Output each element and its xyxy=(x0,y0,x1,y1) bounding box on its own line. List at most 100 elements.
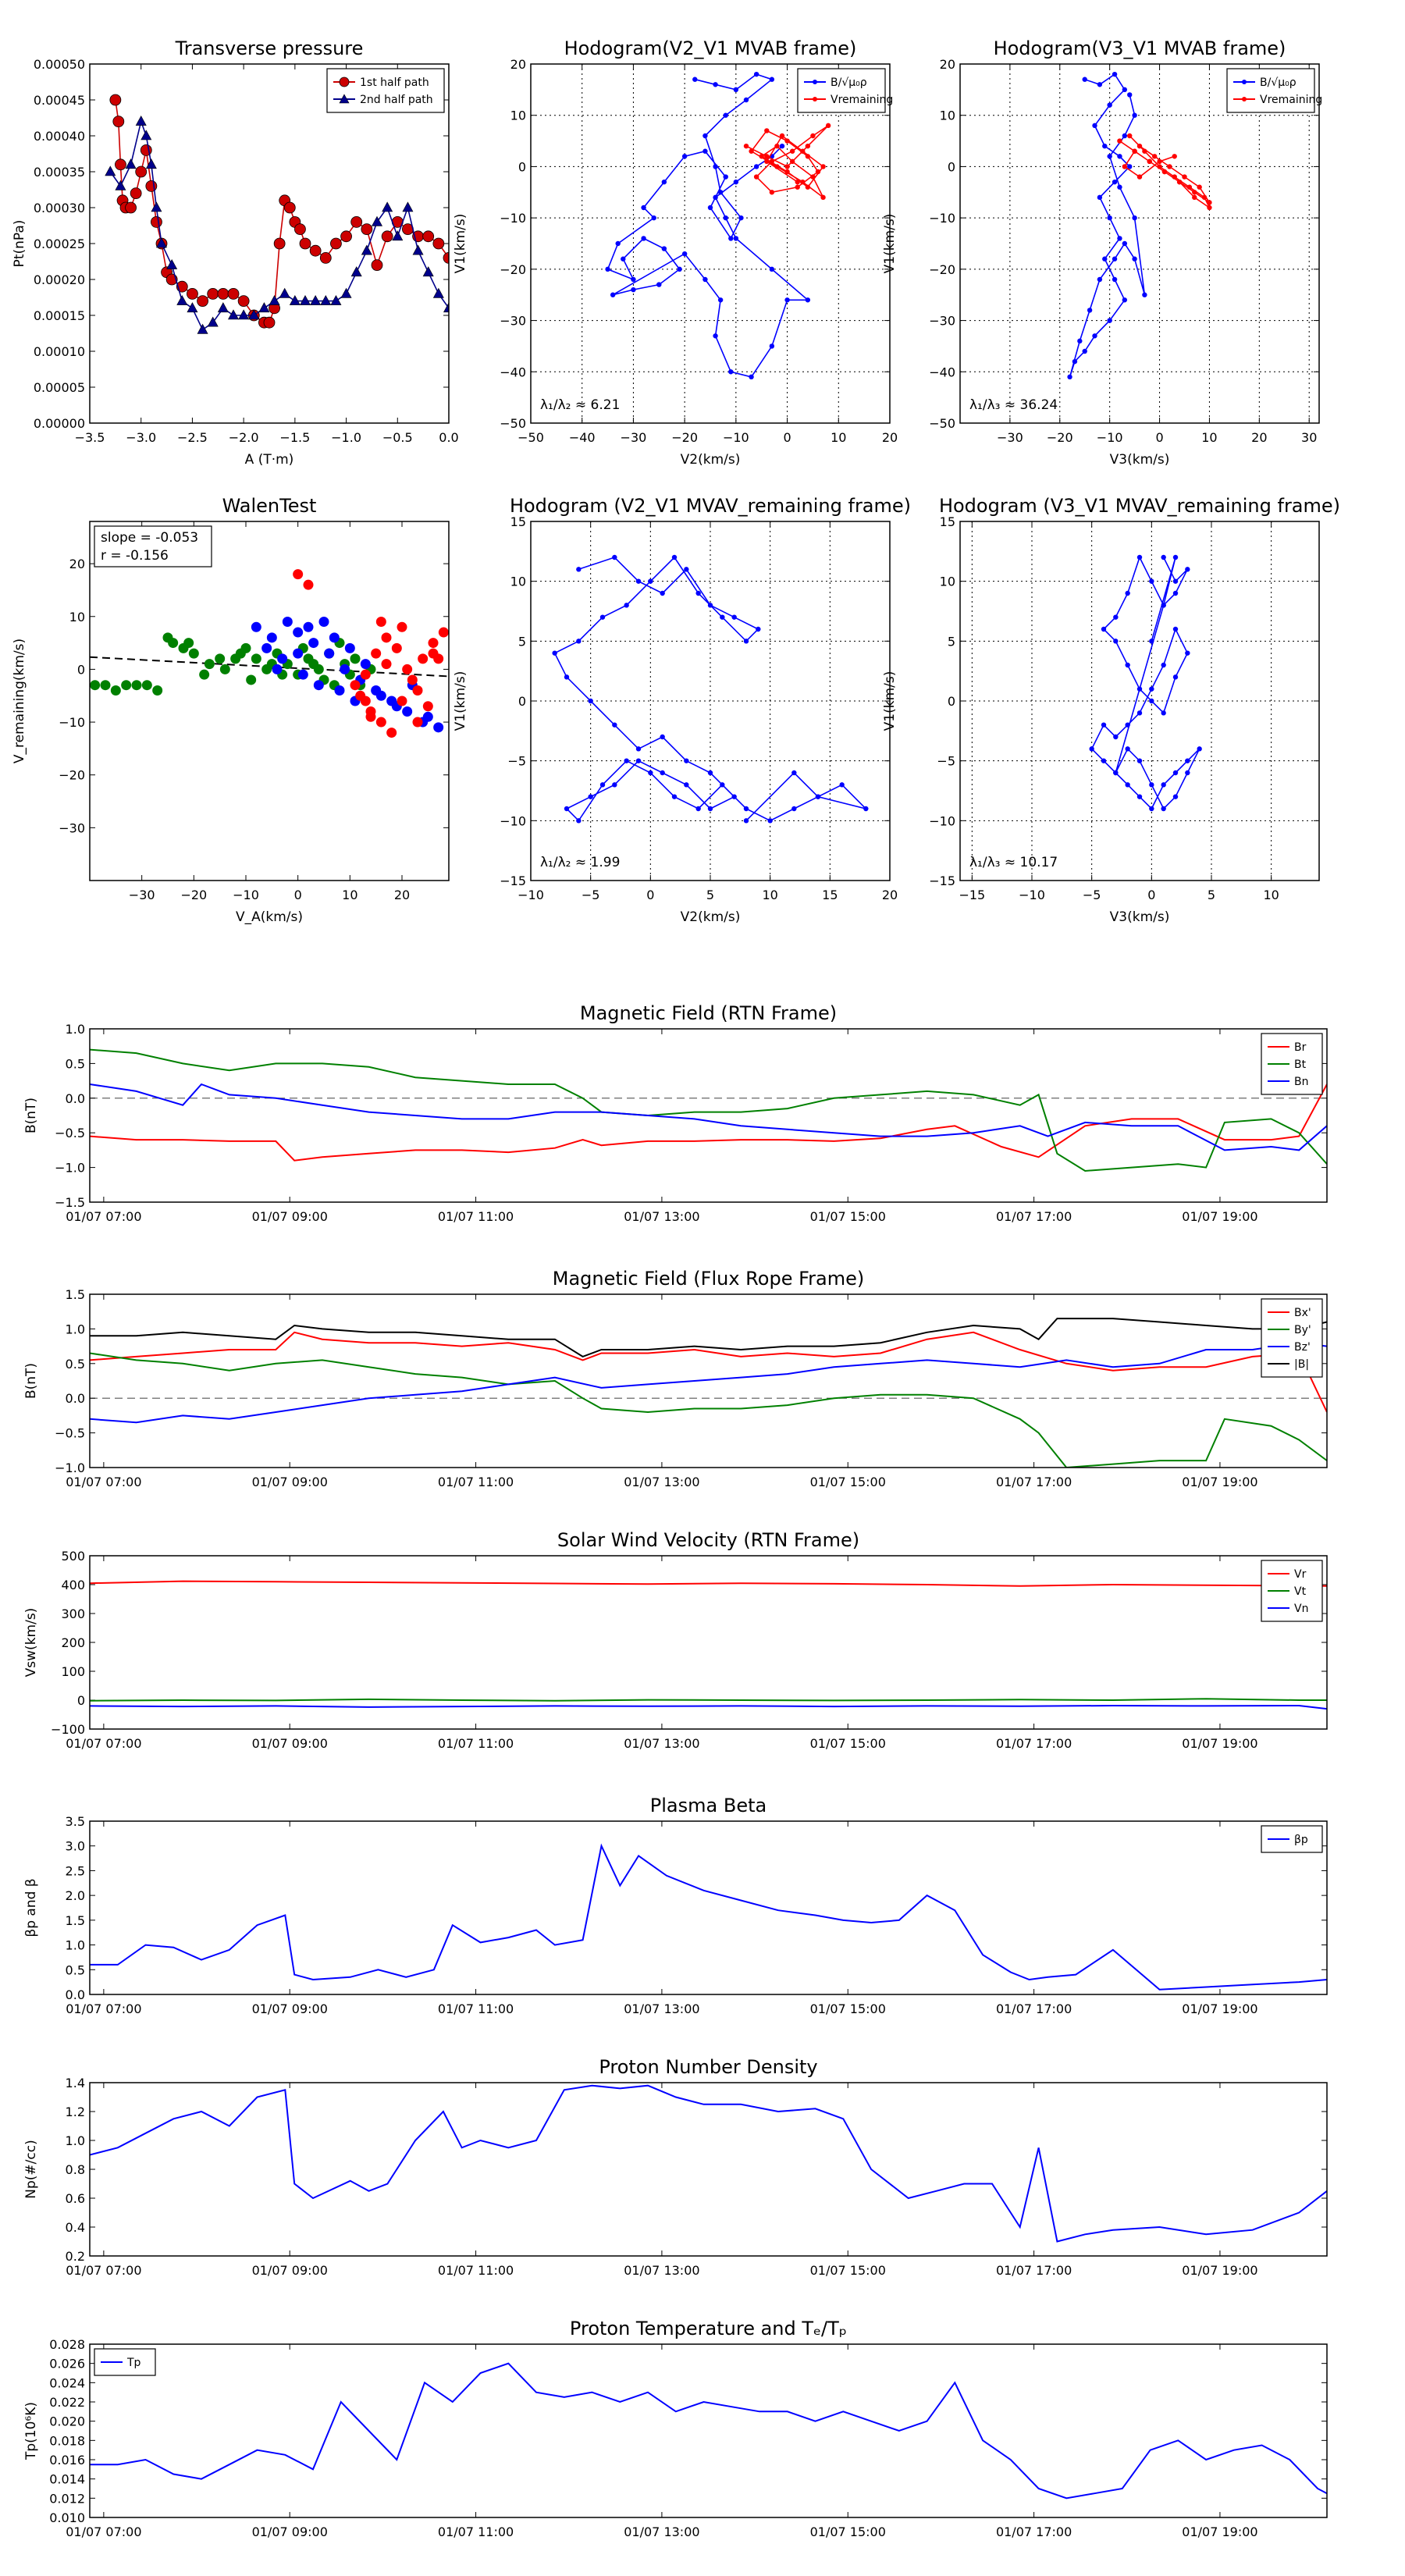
y-axis-label: Vsw(km/s) xyxy=(23,1608,39,1678)
y-tick-label: 2.0 xyxy=(66,1888,85,1903)
data-point xyxy=(576,639,582,644)
series-line xyxy=(90,1331,1327,1413)
data-point xyxy=(334,685,345,696)
x-tick-label: −5 xyxy=(1083,888,1101,902)
y-tick-label: 1.2 xyxy=(66,2105,85,2119)
x-tick-label: −50 xyxy=(518,430,544,445)
data-point xyxy=(769,76,775,82)
y-tick-label: −10 xyxy=(500,813,526,828)
data-point xyxy=(702,133,708,139)
legend-frame xyxy=(1261,1298,1323,1378)
data-point xyxy=(863,806,869,812)
data-point xyxy=(631,286,636,293)
x-tick-label: 10 xyxy=(1263,888,1279,902)
data-point xyxy=(728,236,734,241)
x-tick-label: 01/07 17:00 xyxy=(996,2524,1072,2539)
y-tick-label: −10 xyxy=(59,715,85,730)
data-point xyxy=(418,653,429,664)
data-point xyxy=(1182,174,1187,180)
y-tick-label: −1.5 xyxy=(55,1195,85,1210)
series-0 xyxy=(90,2084,1327,2243)
data-point xyxy=(391,642,402,653)
y-tick-label: −5 xyxy=(937,754,955,769)
x-axis-label: V_A(km/s) xyxy=(236,909,303,925)
chart-np: Proton Number Density 01/07 07:00 01/07 09… xyxy=(23,2056,1328,2278)
chart-title: Hodogram (V2_V1 MVAV_remaining frame) xyxy=(510,495,911,517)
chart-h1: Hodogram(V2_V1 MVAB frame) −50 −40 −30 −20 −1… xyxy=(453,37,898,468)
data-point xyxy=(238,309,250,320)
legend-label: Bt xyxy=(1294,1059,1307,1071)
data-point xyxy=(340,664,350,674)
data-point xyxy=(1117,154,1122,159)
y-tick-label: 1.0 xyxy=(66,2133,85,2148)
x-tick-label: 01/07 09:00 xyxy=(252,1209,328,1224)
data-point xyxy=(1149,698,1154,704)
y-tick-label: 0.022 xyxy=(49,2395,85,2410)
plot-area xyxy=(1067,71,1212,380)
data-point xyxy=(303,579,314,590)
series-0 xyxy=(552,554,869,824)
series--b- xyxy=(90,1318,1327,1358)
y-tick-label: 15 xyxy=(510,514,526,529)
data-point xyxy=(263,316,276,329)
data-point xyxy=(219,664,230,674)
stats-line: slope = -0.053 xyxy=(101,530,198,546)
x-tick-label: 01/07 13:00 xyxy=(624,1475,699,1489)
y-tick-label: −0.5 xyxy=(55,1426,85,1441)
data-point xyxy=(707,770,713,776)
y-tick-label: −30 xyxy=(929,314,955,329)
y-tick-label: −1.0 xyxy=(55,1161,85,1176)
y-tick-label: 400 xyxy=(61,1578,85,1592)
x-axis-label: V3(km/s) xyxy=(1110,452,1170,468)
x-tick-label: 01/07 09:00 xyxy=(252,2263,328,2278)
y-tick-label: 20 xyxy=(940,57,955,72)
data-point xyxy=(381,659,392,670)
data-point xyxy=(660,734,665,740)
chart-tp: Transverse pressure −3.5 −3.0 −2.5 −2.0 −1.5 −… xyxy=(12,37,459,468)
series-by- xyxy=(90,1352,1327,1468)
series-tp xyxy=(90,2362,1327,2500)
data-point xyxy=(386,728,397,738)
data-point xyxy=(1161,782,1166,788)
x-tick-label: −20 xyxy=(671,430,698,445)
data-point xyxy=(155,237,168,248)
y-axis-label: V_remaining(km/s) xyxy=(12,639,27,763)
data-point xyxy=(717,297,724,303)
y-tick-label: 0.016 xyxy=(49,2453,85,2467)
data-point xyxy=(1113,639,1119,644)
data-point xyxy=(1151,154,1158,159)
data-point xyxy=(407,674,418,685)
data-point xyxy=(412,244,424,255)
x-tick-label: 30 xyxy=(1301,430,1317,445)
y-axis-label: βp and β xyxy=(23,1878,39,1937)
data-point xyxy=(1149,782,1154,788)
y-tick-label: 3.0 xyxy=(66,1839,85,1854)
data-point xyxy=(588,794,593,799)
x-tick-label: 01/07 13:00 xyxy=(624,1209,699,1224)
y-tick-label: 20 xyxy=(510,57,526,72)
y-tick-label: 0.00015 xyxy=(34,308,85,323)
chart-h2: Hodogram(V3_V1 MVAB frame) −30 −20 −10 0 10 20… xyxy=(882,37,1322,468)
series-vremaining xyxy=(1117,133,1212,211)
y-tick-label: 10 xyxy=(940,109,955,123)
legend-label: Tp xyxy=(126,2357,141,2369)
legend-marker xyxy=(339,76,350,87)
data-point xyxy=(432,287,444,298)
series-line xyxy=(90,1580,1327,1587)
y-tick-label: 0 xyxy=(77,662,85,677)
data-point xyxy=(1161,603,1166,608)
data-point xyxy=(428,648,439,659)
data-point xyxy=(576,818,582,824)
y-tick-label: −40 xyxy=(500,365,526,379)
data-point xyxy=(660,590,665,596)
data-point xyxy=(702,276,708,283)
data-point xyxy=(564,674,570,680)
data-point xyxy=(412,717,423,728)
data-point xyxy=(648,578,653,584)
data-point xyxy=(1089,746,1094,752)
data-point xyxy=(749,148,754,154)
data-point xyxy=(1092,123,1097,129)
data-point xyxy=(1192,190,1197,195)
data-point xyxy=(720,782,725,788)
data-point xyxy=(1122,164,1128,169)
